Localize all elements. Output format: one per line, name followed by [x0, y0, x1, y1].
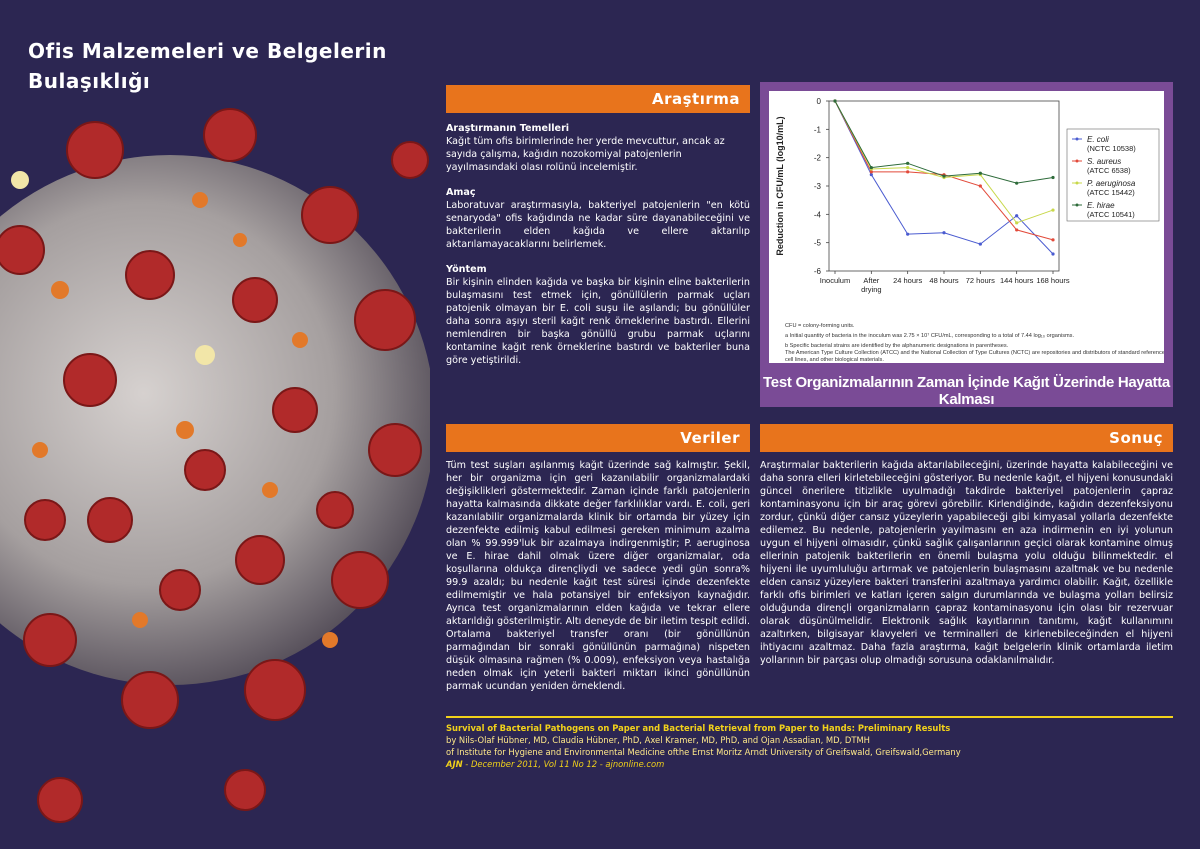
data-point — [1015, 214, 1019, 218]
arastirma-body: Araştırmanın Temelleri Kağıt tüm ofis bi… — [446, 122, 750, 367]
data-point — [1051, 238, 1055, 242]
yontem-heading: Yöntem — [446, 264, 487, 275]
y-axis-label: Reduction in CFU/mL (log10/mL) — [775, 116, 785, 255]
veriler-text: Tüm test suşları aşılanmış kağıt üzerind… — [446, 460, 750, 692]
y-tick-label: 0 — [817, 97, 822, 106]
title-line-1: Ofis Malzemeleri ve Belgelerin — [28, 39, 387, 63]
legend-box — [1066, 128, 1160, 222]
legend-label: E. coli — [1087, 135, 1109, 144]
reference-journal-abbr: AJN — [446, 759, 463, 769]
chart-caption: Test Organizmalarının Zaman İçinde Kağıt… — [763, 374, 1170, 408]
y-tick-label: -2 — [814, 154, 822, 163]
data-point — [1051, 208, 1055, 212]
y-tick-label: -5 — [814, 239, 822, 248]
coronavirus-illustration — [0, 108, 430, 823]
y-tick-label: -1 — [814, 125, 822, 134]
chart-area: 0 -1 -2 -3 -4 -5 -6 Inoculum After drying 24 hours… — [769, 91, 1200, 363]
data-point — [906, 232, 910, 236]
legend-label: S. aureus — [1087, 157, 1121, 166]
legend-marker — [1075, 203, 1079, 207]
chart-footnote: a Initial quantity of bacteria in the in… — [785, 332, 1074, 339]
data-point — [906, 161, 910, 165]
temel-text: Kağıt tüm ofis birimlerinde her yerde me… — [446, 136, 725, 173]
data-point — [1015, 228, 1019, 232]
x-tick-label: 48 hours — [929, 276, 958, 285]
legend-strain: (NCTC 10538) — [1087, 144, 1136, 153]
data-point — [1051, 252, 1055, 256]
veriler-header: Veriler — [446, 424, 750, 452]
chart-footnote: b Specific bacterial strains are identif… — [785, 343, 1009, 349]
data-point — [869, 170, 873, 174]
x-tick-label: Inoculum — [820, 276, 850, 285]
title-line-2: Bulaşıklığı — [28, 69, 151, 93]
legend-marker — [1075, 159, 1079, 163]
data-point — [869, 173, 873, 177]
legend-strain: (ATCC 15442) — [1087, 188, 1135, 197]
data-point — [978, 171, 982, 175]
x-tick-label: drying — [861, 285, 881, 294]
data-point — [906, 165, 910, 170]
amac-text: Laboratuvar araştırmasıyla, bakteriyel p… — [446, 200, 750, 250]
reference-title: Survival of Bacterial Pathogens on Paper… — [446, 723, 951, 733]
sonuc-text: Araştırmalar bakterilerin kağıda aktarıl… — [760, 460, 1173, 666]
chart-footnote: CFU = colony-forming units. — [785, 323, 855, 329]
amac-heading: Amaç — [446, 187, 476, 198]
reference-authors: by Nils-Olaf Hübner, MD, Claudia Hübner,… — [446, 735, 870, 745]
legend-label: P. aeruginosa — [1087, 179, 1136, 188]
x-tick-label: 72 hours — [966, 276, 995, 285]
chart-footnote: cell lines, and other biological materia… — [785, 357, 884, 363]
sonuc-header: Sonuç — [760, 424, 1173, 452]
data-point — [942, 174, 946, 178]
y-tick-label: -3 — [814, 182, 822, 191]
data-point — [978, 184, 982, 188]
data-point — [1015, 181, 1019, 185]
series-line-3 — [834, 100, 1054, 184]
legend-marker — [1075, 137, 1079, 141]
reference-institute: of Institute for Hygiene and Environment… — [446, 747, 961, 757]
x-tick-label: 24 hours — [893, 276, 922, 285]
data-point — [833, 99, 837, 103]
data-point — [869, 165, 873, 170]
legend-marker — [1075, 181, 1079, 185]
data-point — [1051, 175, 1055, 180]
reference-journal: - December 2011, Vol 11 No 12 - ajnonlin… — [462, 759, 665, 769]
yontem-text: Bir kişinin elinden kağıda ve başka bir … — [446, 277, 750, 366]
chart-footnote: The American Type Culture Collection (AT… — [785, 350, 1164, 356]
y-tick-label: -6 — [814, 267, 822, 276]
data-point — [906, 170, 910, 174]
legend-strain: (ATCC 6538) — [1087, 166, 1131, 175]
x-tick-label: 168 hours — [1036, 276, 1070, 285]
reference-block: Survival of Bacterial Pathogens on Paper… — [446, 716, 1173, 770]
legend-strain: (ATCC 10541) — [1087, 210, 1135, 219]
plot-frame — [828, 100, 1060, 272]
legend-label: E. hirae — [1087, 201, 1115, 210]
x-tick-label: 144 hours — [1000, 276, 1034, 285]
y-tick-label: -4 — [814, 210, 822, 219]
arastirma-header: Araştırma — [446, 85, 750, 113]
temel-heading: Araştırmanın Temelleri — [446, 123, 570, 134]
page-title: Ofis Malzemeleri ve Belgelerin Bulaşıklı… — [28, 36, 408, 96]
data-point — [1015, 221, 1019, 225]
x-tick-label: After — [863, 276, 879, 285]
chart-panel: 0 -1 -2 -3 -4 -5 -6 Inoculum After drying 24 hours… — [760, 82, 1200, 408]
data-point — [978, 242, 982, 246]
data-point — [942, 231, 946, 235]
